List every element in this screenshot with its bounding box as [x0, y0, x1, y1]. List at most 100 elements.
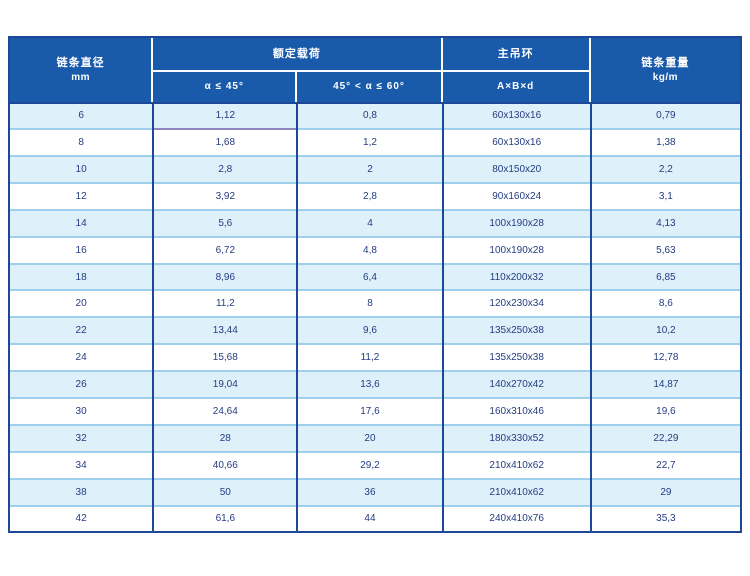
table-cell: 22,7 — [589, 451, 740, 480]
table-cell: 11,2 — [152, 289, 298, 318]
table-row: 34 40,66 29,2 210x410x62 22,7 — [10, 451, 740, 480]
table-cell: 61,6 — [152, 504, 298, 531]
table-cell: 8 — [10, 127, 154, 156]
table-cell: 3,92 — [152, 181, 298, 210]
table-cell: 35,3 — [589, 504, 740, 531]
header-main-ring-label: 主吊环 — [497, 47, 534, 60]
table-cell: 34 — [10, 451, 154, 480]
header-ring-dimensions: A×B×d — [442, 70, 591, 102]
table-cell: 210x410x62 — [441, 478, 591, 506]
table-cell: 20 — [296, 424, 443, 453]
table-cell: 3,1 — [589, 181, 740, 210]
table-cell: 19,04 — [152, 370, 298, 399]
table-cell: 160x310x46 — [441, 397, 591, 426]
table-cell: 80x150x20 — [441, 154, 591, 183]
table-cell: 8,96 — [152, 262, 298, 291]
table-cell: 12 — [10, 181, 154, 210]
table-cell: 40,66 — [152, 451, 298, 480]
table-cell: 1,12 — [152, 104, 298, 129]
table-cell: 32 — [10, 424, 154, 453]
header-angle-le-45-label: α ≤ 45° — [204, 81, 244, 93]
table-cell: 22 — [10, 316, 154, 345]
table-row: 16 6,72 4,8 100x190x28 5,63 — [10, 235, 740, 264]
header-chain-diameter: 链条直径 mm — [10, 38, 154, 102]
header-rated-load: 额定载荷 — [153, 38, 443, 70]
table-row: 22 13,44 9,6 135x250x38 10,2 — [10, 316, 740, 345]
header-main-ring: 主吊环 — [442, 38, 591, 70]
header-chain-weight-label: 链条重量 — [641, 56, 690, 69]
table-cell: 13,6 — [296, 370, 443, 399]
header-angle-le-45: α ≤ 45° — [153, 70, 298, 102]
table-cell: 1,2 — [296, 127, 443, 156]
table-cell: 28 — [152, 424, 298, 453]
table-cell: 140x270x42 — [441, 370, 591, 399]
table-row: 12 3,92 2,8 90x160x24 3,1 — [10, 181, 740, 210]
table-cell: 90x160x24 — [441, 181, 591, 210]
header-angle-45-60: 45° < α ≤ 60° — [297, 70, 443, 102]
table-row: 20 11,2 8 120x230x34 8,6 — [10, 289, 740, 318]
table-cell: 5,63 — [589, 235, 740, 264]
table-cell: 14 — [10, 208, 154, 237]
table-cell: 29,2 — [296, 451, 443, 480]
table-cell: 50 — [152, 478, 298, 506]
table-header: 链条直径 mm 额定载荷 主吊环 链条重量 kg/m α ≤ 45° 45° <… — [10, 38, 740, 104]
table-cell: 44 — [296, 504, 443, 531]
table-cell: 29 — [589, 478, 740, 506]
table-cell: 20 — [10, 289, 154, 318]
table-cell: 4 — [296, 208, 443, 237]
table-cell: 8 — [296, 289, 443, 318]
table-cell: 6 — [10, 104, 154, 129]
table-cell: 100x190x28 — [441, 208, 591, 237]
table-cell: 120x230x34 — [441, 289, 591, 318]
header-chain-diameter-label: 链条直径 — [56, 56, 105, 69]
table-body: 6 1,12 0,8 60x130x16 0,79 8 1,68 1,2 60x130x16 1,… — [10, 104, 740, 531]
table-row: 42 61,6 44 240x410x76 35,3 — [10, 504, 740, 531]
table-cell: 240x410x76 — [441, 504, 591, 531]
table-cell: 1,38 — [589, 127, 740, 156]
table-cell: 5,6 — [152, 208, 298, 237]
table-cell: 42 — [10, 504, 154, 531]
table-row: 6 1,12 0,8 60x130x16 0,79 — [10, 104, 740, 129]
table-cell: 2,2 — [589, 154, 740, 183]
table-row: 38 50 36 210x410x62 29 — [10, 478, 740, 506]
table-row: 10 2,8 2 80x150x20 2,2 — [10, 154, 740, 183]
table-cell: 36 — [296, 478, 443, 506]
table-cell: 9,6 — [296, 316, 443, 345]
table-row: 24 15,68 11,2 135x250x38 12,78 — [10, 343, 740, 372]
table-cell: 100x190x28 — [441, 235, 591, 264]
table-cell: 24,64 — [152, 397, 298, 426]
table-row: 32 28 20 180x330x52 22,29 — [10, 424, 740, 453]
table-cell: 19,6 — [589, 397, 740, 426]
table-cell: 135x250x38 — [441, 316, 591, 345]
table-cell: 6,85 — [589, 262, 740, 291]
table-data: 6 1,12 0,8 60x130x16 0,79 8 1,68 1,2 60x130x16 1,… — [10, 104, 740, 531]
table-cell: 210x410x62 — [441, 451, 591, 480]
header-ring-dimensions-label: A×B×d — [497, 81, 535, 93]
header-angle-45-60-label: 45° < α ≤ 60° — [333, 81, 405, 93]
table-cell: 60x130x16 — [441, 104, 591, 129]
table-row: 8 1,68 1,2 60x130x16 1,38 — [10, 127, 740, 156]
table-cell: 16 — [10, 235, 154, 264]
table-cell: 4,8 — [296, 235, 443, 264]
table-cell: 0,79 — [589, 104, 740, 129]
table-cell: 8,6 — [589, 289, 740, 318]
table-cell: 2,8 — [152, 154, 298, 183]
table-cell: 2 — [296, 154, 443, 183]
header-chain-diameter-unit: mm — [71, 71, 90, 83]
table-cell: 22,29 — [589, 424, 740, 453]
table-cell: 60x130x16 — [441, 127, 591, 156]
table-cell: 0,8 — [296, 104, 443, 129]
table-cell: 13,44 — [152, 316, 298, 345]
table-cell: 10 — [10, 154, 154, 183]
chain-spec-table: 链条直径 mm 额定载荷 主吊环 链条重量 kg/m α ≤ 45° 45° <… — [8, 36, 742, 533]
table-cell: 26 — [10, 370, 154, 399]
table-row: 30 24,64 17,6 160x310x46 19,6 — [10, 397, 740, 426]
table-row: 26 19,04 13,6 140x270x42 14,87 — [10, 370, 740, 399]
table-cell: 2,8 — [296, 181, 443, 210]
table-cell: 24 — [10, 343, 154, 372]
table-cell: 17,6 — [296, 397, 443, 426]
table-cell: 12,78 — [589, 343, 740, 372]
table-cell: 6,72 — [152, 235, 298, 264]
table-cell: 135x250x38 — [441, 343, 591, 372]
